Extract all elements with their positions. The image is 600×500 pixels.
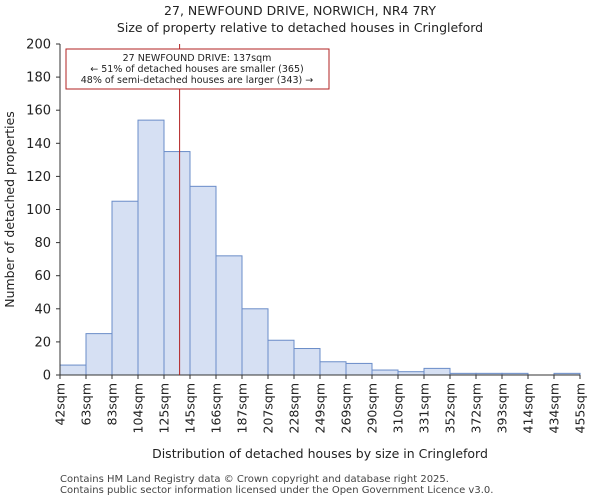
footer-line-2: Contains public sector information licen… (60, 485, 494, 496)
x-tick-label: 331sqm (417, 383, 432, 433)
x-tick-label: 207sqm (261, 383, 276, 433)
annotation-line-1: 27 NEWFOUND DRIVE: 137sqm (123, 53, 272, 64)
histogram-bar (371, 369, 399, 376)
x-tick-label: 145sqm (183, 383, 198, 433)
x-axis-title: Distribution of detached houses by size … (152, 446, 488, 461)
x-tick-label: 187sqm (235, 383, 250, 433)
x-tick-label: 228sqm (287, 383, 302, 433)
x-tick-label: 125sqm (157, 383, 172, 433)
chart-title: 27, NEWFOUND DRIVE, NORWICH, NR4 7RY (164, 3, 436, 18)
histogram-bar (215, 255, 243, 376)
x-tick-label: 42sqm (53, 383, 68, 426)
y-tick-label: 20 (34, 335, 51, 350)
x-tick-label: 166sqm (209, 383, 224, 433)
y-tick-label: 160 (26, 104, 51, 119)
histogram-bar (137, 119, 165, 376)
histogram-chart: 0 20 40 60 80 100 120 140 160 180 200 42sqm 63sqm 83s… (2, 38, 588, 462)
histogram-bar (163, 151, 191, 376)
x-tick-label: 63sqm (79, 383, 94, 426)
x-tick-label: 414sqm (521, 383, 536, 433)
y-tick-label: 120 (26, 170, 51, 185)
y-tick-label: 60 (34, 269, 51, 284)
y-tick-label: 40 (34, 302, 51, 317)
footer-line-1: Contains HM Land Registry data © Crown c… (60, 474, 449, 485)
x-tick-label: 434sqm (547, 383, 562, 433)
annotation-box (65, 48, 330, 90)
histogram-bar (319, 361, 347, 376)
y-tick-label: 80 (34, 236, 51, 251)
histogram-bar (59, 364, 87, 376)
histogram-bar (85, 333, 113, 376)
y-tick-label: 180 (26, 71, 51, 86)
histogram-bar (345, 362, 373, 376)
histogram-bar (267, 339, 295, 376)
y-tick-label: 100 (26, 203, 51, 218)
annotation-line-2: ← 51% of detached houses are smaller (36… (90, 64, 303, 75)
histogram-bar (189, 185, 217, 376)
annotation-line-3: 48% of semi-detached houses are larger (… (81, 75, 314, 86)
histogram-bar (241, 308, 269, 376)
x-tick-label: 310sqm (391, 383, 406, 433)
x-tick-label: 269sqm (339, 383, 354, 433)
histogram-bar (423, 367, 451, 376)
x-tick-label: 393sqm (495, 383, 510, 433)
x-tick-label: 352sqm (443, 383, 458, 433)
x-tick-label: 290sqm (365, 383, 380, 433)
x-tick-label: 455sqm (573, 383, 588, 433)
y-axis-title: Number of detached properties (2, 111, 17, 308)
x-tick-label: 249sqm (313, 383, 328, 433)
histogram-bar (293, 348, 321, 376)
y-tick-label: 140 (26, 137, 51, 152)
x-tick-label: 104sqm (131, 383, 146, 433)
x-tick-label: 83sqm (105, 383, 120, 426)
y-tick-label: 0 (43, 369, 51, 384)
chart-subtitle: Size of property relative to detached ho… (116, 20, 484, 35)
histogram-bar (111, 200, 139, 376)
y-tick-label: 200 (26, 38, 51, 53)
x-tick-label: 372sqm (469, 383, 484, 433)
